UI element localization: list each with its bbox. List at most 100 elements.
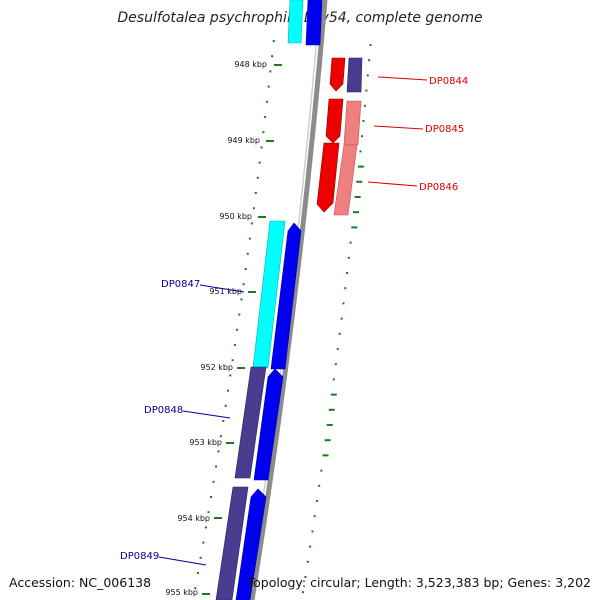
gc-track-right — [302, 44, 372, 594]
gene-dp0845-cds — [325, 98, 344, 144]
gc-dot — [219, 435, 222, 438]
gene-label-dp0847: DP0847 — [161, 279, 200, 290]
kbp-ticks: 948 kbp 949 kbp 950 kbp 951 kbp 952 kbp … — [165, 60, 282, 597]
gc-dot — [357, 165, 364, 168]
gc-dot — [311, 530, 314, 533]
gene-label-dp0848: DP0848 — [144, 405, 183, 416]
genome-summary: Topology: circular; Length: 3,523,383 bp… — [247, 575, 591, 590]
gc-dot — [244, 268, 247, 270]
gc-dot — [352, 211, 359, 214]
tick-label: 953 kbp — [189, 438, 222, 447]
gc-dot — [240, 298, 243, 301]
gc-dot — [324, 439, 331, 442]
gc-dot — [338, 332, 341, 335]
gc-dot — [250, 222, 253, 225]
tick-label: 949 kbp — [227, 136, 260, 145]
gc-dot — [356, 180, 363, 183]
gc-dot — [262, 131, 265, 134]
gc-dot — [236, 328, 239, 331]
gc-dot — [309, 545, 312, 548]
gene-dp0847-cog — [252, 220, 286, 369]
tick-label: 951 kbp — [209, 287, 242, 296]
tick-label: 950 kbp — [219, 212, 252, 221]
gc-dot — [344, 287, 347, 290]
gc-dot — [346, 272, 349, 274]
gc-dot — [238, 313, 241, 316]
gc-dot — [320, 469, 323, 472]
gc-dot — [368, 59, 371, 62]
gene-label-dp0846: DP0846 — [419, 182, 458, 193]
gc-dot — [334, 363, 337, 366]
gc-dot — [210, 496, 213, 498]
gc-dot — [360, 135, 363, 138]
gc-dot — [246, 252, 249, 255]
gene-dp0848-cog — [234, 366, 267, 479]
gc-dot — [217, 450, 220, 453]
gc-dot — [304, 576, 307, 578]
gc-dot — [254, 192, 257, 194]
gc-dot — [347, 256, 350, 259]
gc-dot — [252, 207, 255, 210]
gc-dot — [272, 40, 275, 42]
gc-dot — [196, 572, 199, 574]
gc-dot — [359, 150, 362, 153]
gc-dot — [199, 556, 202, 559]
gc-dot — [302, 591, 305, 594]
gc-dot — [313, 515, 316, 518]
gene-labels: DP0844 DP0845 DP0846 DP0847 DP0848 DP084… — [120, 76, 468, 566]
accession-label: Accession: NC_006138 — [9, 575, 152, 590]
gc-dot — [271, 55, 274, 58]
gc-dot — [306, 560, 309, 563]
feature-top-partial — [287, 0, 323, 46]
gc-dot — [264, 116, 267, 118]
gc-dot — [260, 146, 263, 149]
gc-dot — [207, 511, 210, 514]
gene-dp0849-cds — [235, 488, 267, 600]
gc-dot — [222, 420, 225, 422]
gc-dot — [269, 70, 272, 73]
gene-dp0849-cog — [215, 486, 249, 600]
gc-dot — [242, 283, 245, 286]
gc-dot — [248, 237, 251, 240]
gc-dot — [363, 104, 366, 107]
gene-dp0847-cds — [270, 222, 302, 370]
gc-dot — [340, 317, 343, 320]
gc-dot — [212, 480, 215, 483]
gene-label-dp0845: DP0845 — [425, 124, 464, 135]
gene-label-dp0844: DP0844 — [429, 76, 468, 87]
gc-dot — [349, 241, 352, 244]
gc-dot — [322, 454, 329, 457]
gc-dot — [233, 344, 236, 346]
gc-dot — [267, 85, 270, 88]
gc-dot — [194, 587, 197, 590]
gc-dot — [258, 161, 261, 164]
gene-dp0848-cds — [253, 368, 284, 481]
gc-dot — [365, 89, 368, 92]
gc-dot — [215, 465, 218, 468]
gene-dp0845-cog — [343, 100, 362, 146]
gc-dot — [362, 120, 365, 122]
tick-label: 952 kbp — [200, 363, 233, 372]
tick-label: 954 kbp — [177, 514, 210, 523]
tick-label: 948 kbp — [234, 60, 267, 69]
gc-dot — [351, 226, 358, 229]
gene-dp0846-cds — [316, 142, 340, 213]
gc-dot — [369, 44, 372, 46]
gc-dot — [204, 526, 207, 529]
gc-dot — [224, 404, 227, 407]
gc-dot — [342, 302, 345, 305]
gc-dot — [330, 393, 337, 396]
reverse-cds-features — [316, 57, 363, 216]
gene-dp0846-cog — [333, 144, 358, 216]
gc-dot — [318, 484, 321, 487]
gc-dot — [229, 374, 232, 377]
gc-dot — [366, 74, 369, 77]
gene-dp0844-cog — [346, 57, 363, 93]
gc-dot — [256, 176, 259, 179]
gc-dot — [265, 100, 268, 103]
gc-dot — [336, 348, 339, 350]
gc-dot — [326, 424, 333, 426]
gc-dot — [227, 389, 230, 392]
forward-cds-features — [215, 220, 302, 600]
